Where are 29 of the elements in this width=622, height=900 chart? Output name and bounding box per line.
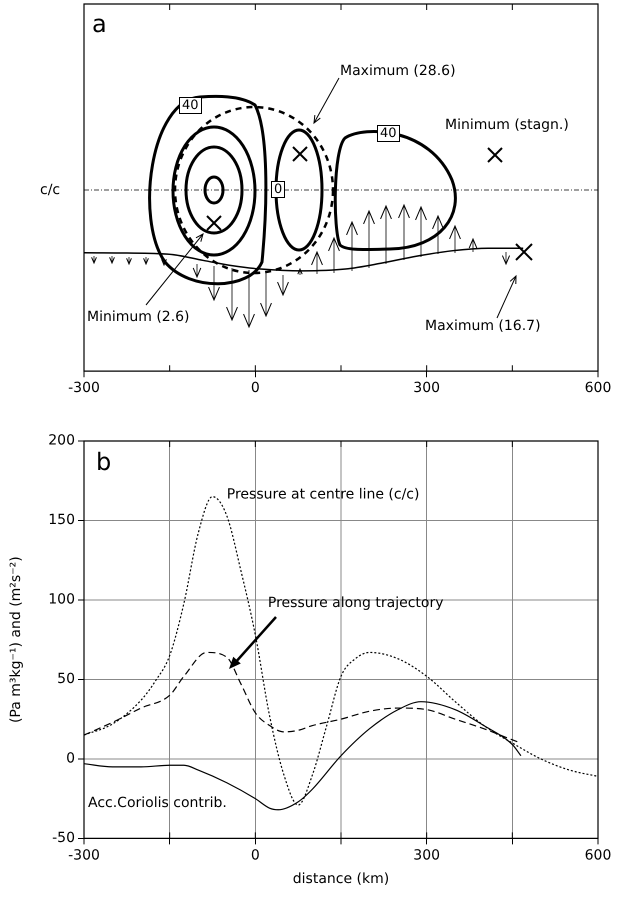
y-axis-title: (Pa m³kg⁻¹) and (m²s⁻²): [8, 556, 24, 724]
x-tick-label: 0: [250, 847, 260, 864]
x-tick-label: -300: [68, 847, 100, 864]
y-tick-label: 200: [48, 432, 75, 449]
x-tick-label: 300: [413, 847, 440, 864]
annotation: b: [96, 448, 112, 476]
x-tick-label: 300: [413, 380, 440, 396]
text: 40: [377, 125, 400, 142]
text: Minimum (2.6): [87, 309, 190, 325]
text: c/c: [40, 182, 60, 198]
text: a: [92, 10, 107, 38]
text: 40: [179, 97, 202, 114]
x-axis-title: distance (km): [292, 871, 390, 888]
text: Pressure along trajectory: [268, 594, 444, 611]
text: Maximum (16.7): [425, 318, 541, 334]
x-tick-label: 0: [250, 380, 260, 396]
text: 0: [271, 181, 286, 198]
y-tick-label: -50: [52, 830, 75, 846]
y-tick-label: 100: [48, 592, 75, 608]
text: Maximum (28.6): [340, 63, 456, 79]
y-tick-label: 0: [66, 750, 75, 767]
y-tick-label: 50: [57, 671, 75, 688]
x-tick-label: 600: [584, 847, 612, 864]
series-label: Acc.Coriolis contrib.: [88, 795, 227, 812]
x-tick-label: -300: [68, 380, 100, 396]
y-tick-label: 150: [48, 512, 75, 528]
series-label: Pressure at centre line (c/c): [226, 486, 420, 503]
x-tick-label: 600: [584, 380, 612, 396]
text: Minimum (stagn.): [445, 117, 569, 133]
